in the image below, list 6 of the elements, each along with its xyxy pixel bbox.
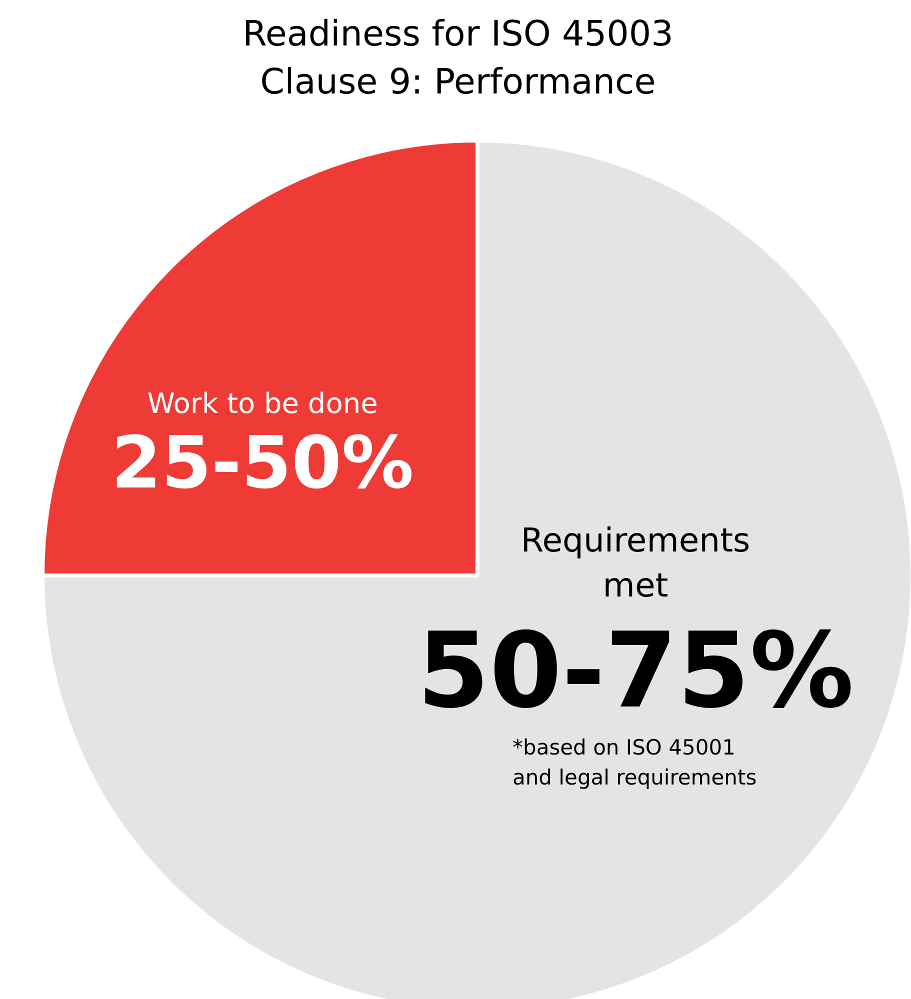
text: 50-75% — [417, 610, 854, 732]
text: 25-50% — [111, 420, 414, 504]
slice-label: Requirements met — [520, 520, 750, 604]
text: *based on ISO 45001 and legal requirements — [512, 736, 757, 790]
chart-title: Readiness for ISO 45003 Clause 9: Performance — [242, 14, 674, 102]
slice-label: Work to be done — [147, 387, 378, 420]
